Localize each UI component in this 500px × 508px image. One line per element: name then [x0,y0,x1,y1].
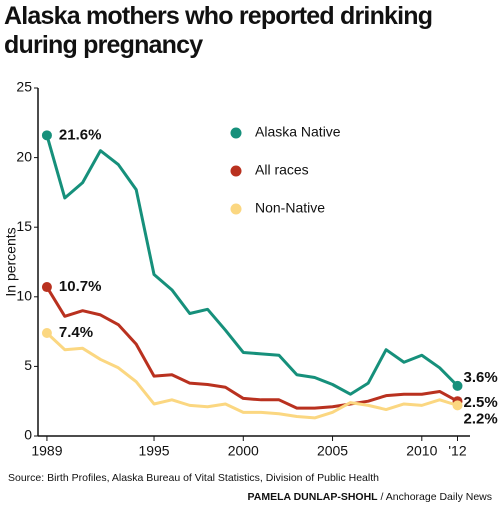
point [41,130,52,141]
x-tick-label: 1989 [31,443,62,459]
credit-author: PAMELA DUNLAP-SHOHL [248,491,379,503]
y-tick-label: 10 [16,288,32,304]
point [452,400,463,411]
x-tick-label: 2010 [406,443,437,459]
y-tick-label: 20 [16,148,32,164]
value-label: 2.5% [464,394,498,411]
y-axis-label: In percents [3,227,19,296]
line [45,331,458,420]
value-label: 3.6% [464,369,498,386]
value-label: 10.7% [59,278,102,295]
value-label: 7.4% [59,324,93,341]
legend-label: All races [255,162,309,178]
y-tick-label: 5 [24,357,32,373]
chart-title: Alaska mothers who reported drinking duri… [4,2,432,59]
legend-marker [230,165,242,177]
credit-outlet: / Anchorage Daily News [381,491,492,503]
x-tick-label: 2000 [228,443,259,459]
legend-label: Non-Native [255,200,325,216]
legend-marker [230,127,242,139]
source: Source: Birth Profiles, Alaska Bureau of… [8,472,379,484]
x-tick-label: 1995 [138,443,169,459]
value-label: 2.2% [464,410,498,427]
line [45,134,459,396]
y-tick-label: 25 [16,79,32,95]
x-tick-label: 2005 [317,443,348,459]
point [452,380,463,391]
y-tick-label: 15 [16,218,32,234]
credit: PAMELA DUNLAP-SHOHL / Anchorage Daily Ne… [248,491,492,503]
point [41,282,52,293]
point [41,327,52,338]
x-tick-label: '12 [448,443,466,459]
value-label: 21.6% [59,126,102,143]
y-tick-label: 0 [24,427,32,443]
legend-label: Alaska Native [255,124,341,140]
line [45,286,459,410]
legend-marker [230,203,242,215]
